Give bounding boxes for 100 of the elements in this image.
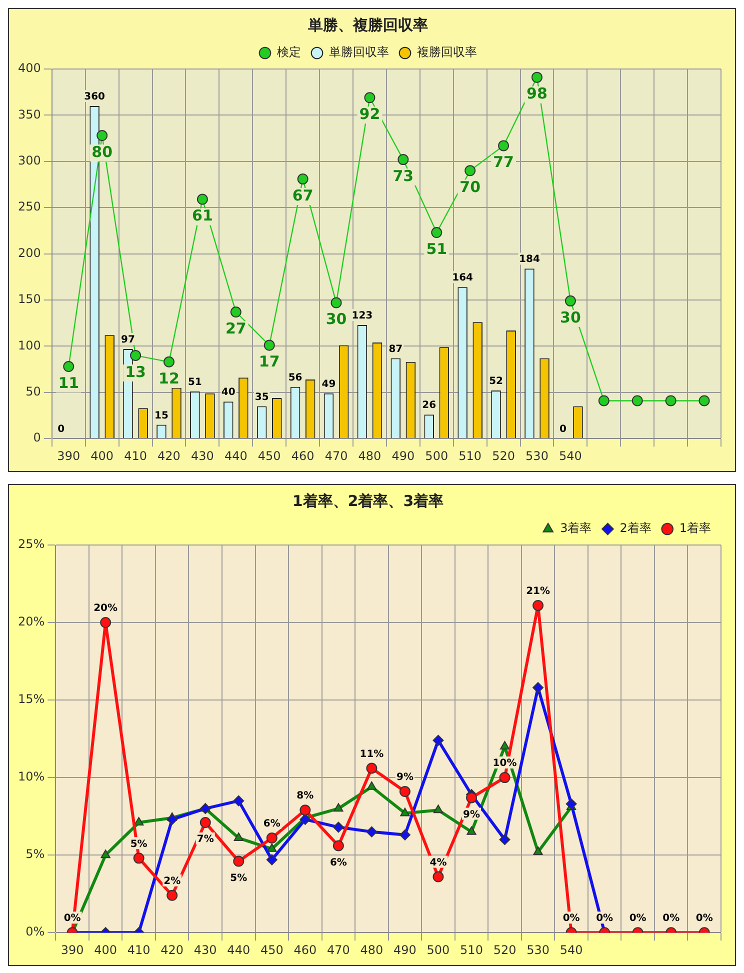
annotation: 80 xyxy=(92,142,113,161)
point xyxy=(564,295,576,306)
x-tick-label: 490 xyxy=(392,448,415,463)
point xyxy=(130,350,142,361)
point xyxy=(200,817,211,828)
point xyxy=(532,72,542,83)
point xyxy=(500,741,510,750)
annotation: 17 xyxy=(258,352,280,371)
point xyxy=(533,846,543,855)
x-tick-label: 400 xyxy=(94,942,118,957)
legend-label: 単勝回収率 xyxy=(329,45,389,60)
annotation: 73 xyxy=(392,166,414,185)
legend-label: 1着率 xyxy=(679,521,712,536)
data-label: 0% xyxy=(596,913,614,924)
x-tick-label: 540 xyxy=(560,942,583,957)
point xyxy=(698,395,710,406)
y-tick-label: 400 xyxy=(18,61,41,76)
point xyxy=(366,781,377,790)
chart-title: 1着率、2着率、3着率 xyxy=(292,492,444,510)
point xyxy=(100,850,110,858)
point xyxy=(334,803,344,812)
data-label: 5% xyxy=(230,872,248,884)
annotation: 98 xyxy=(526,84,548,103)
point xyxy=(163,356,174,368)
y-tick-label: 200 xyxy=(18,246,41,260)
data-label: 0% xyxy=(64,913,81,924)
data-label: 21% xyxy=(526,586,550,598)
data-label: 51 xyxy=(188,377,202,388)
data-label: 0 xyxy=(58,424,65,436)
data-label: 360 xyxy=(84,92,106,103)
x-tick-label: 530 xyxy=(526,942,550,957)
annotation: 51 xyxy=(426,240,448,258)
x-tick-label: 460 xyxy=(291,448,314,463)
x-tick-label: 390 xyxy=(57,448,80,463)
legend-label: 2着率 xyxy=(620,521,652,536)
x-tick-label: 540 xyxy=(559,448,582,463)
point xyxy=(264,340,275,351)
x-tick-label: 510 xyxy=(460,942,483,957)
x-tick-label: 410 xyxy=(127,942,150,957)
x-tick-label: 500 xyxy=(425,448,448,463)
x-tick-label: 420 xyxy=(158,448,180,463)
data-label: 184 xyxy=(519,254,540,266)
x-tick-label: 480 xyxy=(358,448,382,463)
x-tick-label: 420 xyxy=(160,942,184,957)
y-tick-label: 10% xyxy=(18,770,45,784)
x-tick-label: 520 xyxy=(492,448,515,463)
chart-title: 単勝、複勝回収率 xyxy=(307,16,428,34)
point xyxy=(665,395,676,406)
point xyxy=(632,395,643,406)
data-label: 123 xyxy=(352,310,373,322)
x-tick-label: 400 xyxy=(90,448,114,463)
annotation: 13 xyxy=(125,362,146,381)
x-tick-label: 390 xyxy=(60,942,84,957)
point xyxy=(598,395,610,406)
annotation: 61 xyxy=(192,206,213,225)
data-label: 2% xyxy=(164,876,181,887)
data-label: 10% xyxy=(492,758,517,770)
point xyxy=(364,92,376,104)
x-tick-label: 450 xyxy=(258,448,281,463)
legend-label: 3着率 xyxy=(560,521,592,536)
data-label: 0 xyxy=(559,424,566,436)
point xyxy=(466,792,477,804)
data-label: 0% xyxy=(662,913,680,924)
y-tick-label: 0 xyxy=(33,430,41,445)
point xyxy=(466,826,476,835)
y-tick-label: 350 xyxy=(18,107,41,122)
data-label: 164 xyxy=(452,272,474,284)
data-label: 26 xyxy=(422,400,436,412)
data-label: 7% xyxy=(196,834,214,846)
data-label: 11% xyxy=(360,748,384,760)
x-tick-label: 480 xyxy=(360,942,384,957)
legend-label: 複勝回収率 xyxy=(417,45,477,60)
y-tick-label: 50 xyxy=(26,384,41,399)
point xyxy=(233,856,244,867)
point xyxy=(532,682,544,694)
data-label: 49 xyxy=(322,378,336,390)
annotation: 27 xyxy=(225,319,246,338)
data-label: 9% xyxy=(463,809,480,820)
point xyxy=(431,227,442,238)
data-label: 56 xyxy=(288,372,302,384)
y-tick-label: 15% xyxy=(18,692,45,706)
y-tick-label: 0% xyxy=(26,924,45,939)
data-label: 4% xyxy=(430,857,447,868)
data-label: 35 xyxy=(254,392,269,403)
x-tick-label: 470 xyxy=(326,942,350,957)
annotation: 77 xyxy=(493,153,514,172)
point xyxy=(432,871,444,882)
point xyxy=(499,834,510,846)
point xyxy=(366,762,378,774)
point xyxy=(233,795,244,806)
point xyxy=(366,826,378,838)
annotation: 92 xyxy=(359,105,380,124)
y-tick-label: 5% xyxy=(26,847,45,862)
annotation: 70 xyxy=(460,178,481,196)
x-tick-label: 430 xyxy=(194,942,217,957)
point xyxy=(332,840,344,852)
x-tick-label: 520 xyxy=(493,942,516,957)
point xyxy=(432,734,444,746)
data-label: 0% xyxy=(562,913,580,924)
point xyxy=(400,808,410,816)
